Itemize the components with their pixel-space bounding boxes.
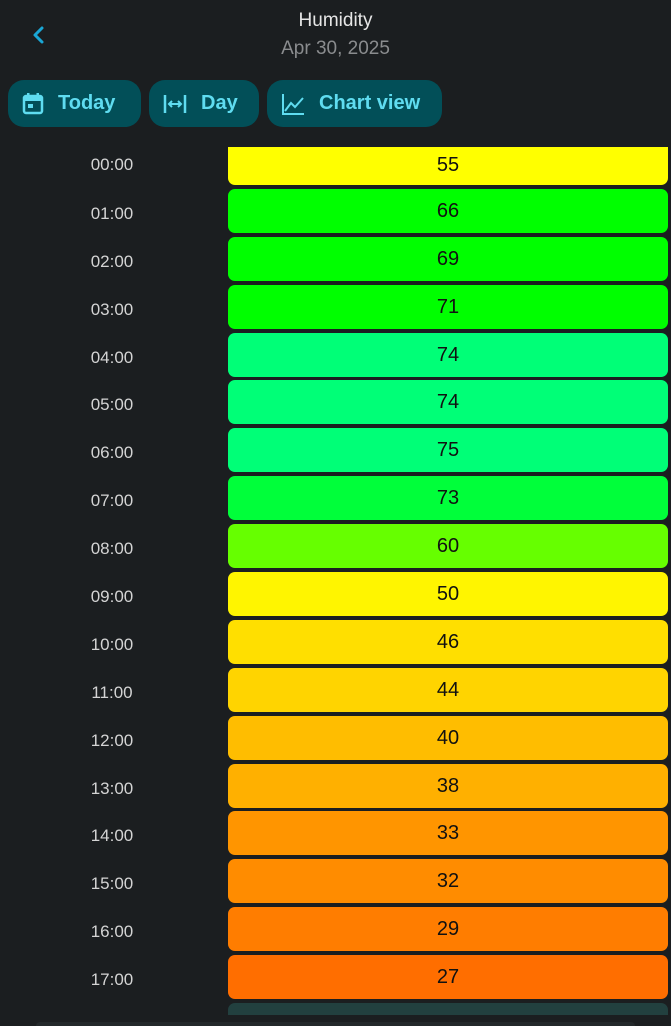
hour-row[interactable]: 07:00 73	[0, 476, 671, 530]
hour-label: 12:00	[90, 730, 134, 750]
hour-row[interactable]: 06:00 75	[0, 428, 671, 482]
humidity-value-bar: 29	[228, 907, 668, 952]
next-row-partial	[228, 1003, 668, 1015]
humidity-value-bar: 66	[228, 188, 668, 233]
hour-label: 14:00	[90, 826, 134, 846]
hour-row[interactable]: 11:00 44	[0, 667, 671, 722]
today-button[interactable]: Today	[8, 80, 141, 127]
humidity-value-bar: 44	[228, 667, 668, 712]
bottom-sheet-edge	[36, 1022, 635, 1026]
hour-row[interactable]: 02:00 69	[0, 236, 671, 291]
hour-label: 11:00	[91, 682, 133, 702]
today-label: Today	[58, 92, 116, 114]
hour-row[interactable]: 10:00 46	[0, 619, 671, 674]
humidity-value-bar: 50	[228, 572, 668, 617]
hour-label: 15:00	[90, 874, 134, 894]
humidity-value-bar: 46	[228, 619, 668, 664]
humidity-value-bar: 33	[228, 811, 668, 856]
hour-row[interactable]: 00:00 55	[0, 147, 671, 195]
humidity-value-bar: 55	[228, 147, 668, 185]
hour-label: 16:00	[90, 922, 134, 942]
humidity-value-bar: 38	[228, 763, 668, 808]
hour-row[interactable]: 05:00 74	[0, 380, 671, 434]
hour-label: 00:00	[90, 155, 134, 174]
humidity-value-bar: 27	[228, 955, 668, 1000]
back-button[interactable]	[26, 22, 52, 48]
line-chart-icon	[282, 93, 304, 115]
hour-label: 01:00	[90, 203, 134, 223]
hour-label: 09:00	[90, 587, 134, 607]
hourly-list: 00:00 55 01:00 66 02:00 69 03:00 71 04:00 74 05:00…	[0, 147, 671, 1009]
hour-row[interactable]: 04:00 74	[0, 332, 671, 387]
hour-row[interactable]: 14:00 33	[0, 811, 671, 865]
chart-view-button[interactable]: Chart view	[267, 80, 442, 127]
humidity-value-bar: 73	[228, 476, 668, 521]
hour-label: 04:00	[90, 347, 134, 367]
hour-row[interactable]: 16:00 29	[0, 907, 671, 961]
hour-row[interactable]: 08:00 60	[0, 524, 671, 578]
page-title: Humidity	[298, 10, 373, 31]
hour-label: 07:00	[90, 491, 134, 511]
humidity-value-bar: 32	[228, 859, 668, 904]
humidity-value-bar: 71	[228, 284, 668, 329]
hour-row[interactable]: 01:00 66	[0, 188, 671, 243]
day-button[interactable]: Day	[149, 80, 259, 127]
humidity-value-bar: 69	[228, 236, 668, 281]
hour-label: 10:00	[90, 634, 134, 654]
humidity-value-bar: 74	[228, 380, 668, 425]
hour-row[interactable]: 13:00 38	[0, 763, 671, 818]
arrow-expand-horizontal-icon	[163, 94, 187, 113]
chevron-left-icon	[33, 26, 44, 44]
day-label: Day	[201, 92, 238, 114]
humidity-value-bar: 74	[228, 332, 668, 377]
hour-label: 02:00	[90, 251, 134, 271]
hour-label: 13:00	[90, 778, 134, 798]
hour-label: 06:00	[90, 443, 134, 463]
hour-label: 08:00	[90, 539, 134, 559]
hour-row[interactable]: 12:00 40	[0, 715, 671, 770]
humidity-value-bar: 60	[228, 524, 668, 569]
hour-row[interactable]: 15:00 32	[0, 859, 671, 913]
calendar-icon	[22, 92, 44, 114]
hour-label: 05:00	[90, 395, 134, 415]
chart-view-label: Chart view	[319, 92, 421, 114]
humidity-value-bar: 40	[228, 715, 668, 760]
hour-row[interactable]: 09:00 50	[0, 572, 671, 626]
humidity-value-bar: 75	[228, 428, 668, 473]
hour-row[interactable]: 17:00 27	[0, 955, 671, 1009]
hour-label: 17:00	[90, 970, 134, 990]
hour-label: 03:00	[90, 299, 134, 319]
hour-row[interactable]: 03:00 71	[0, 284, 671, 339]
page-date: Apr 30, 2025	[281, 38, 390, 59]
